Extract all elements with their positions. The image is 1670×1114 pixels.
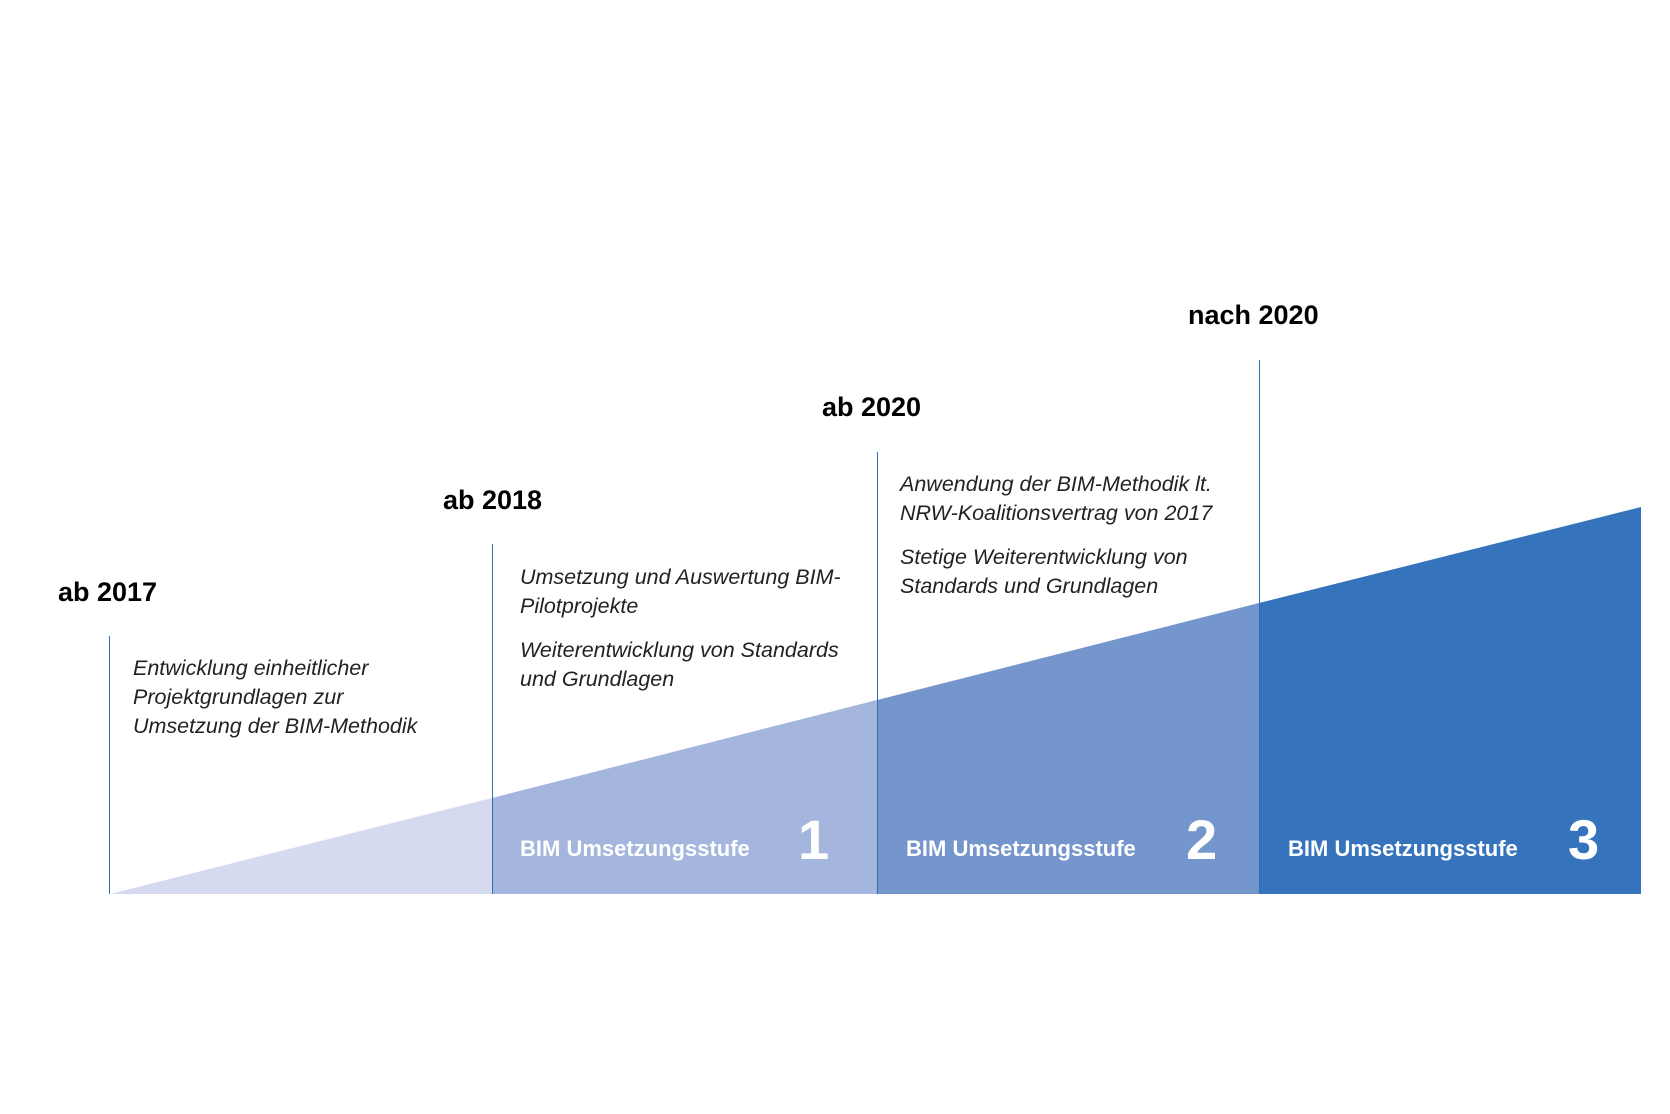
wedge-segment-3 <box>1259 507 1641 894</box>
stage-label-2: BIM Umsetzungsstufe <box>906 836 1136 861</box>
milestone-text: Stetige Weiterentwicklung von Standards … <box>900 545 1188 598</box>
stage-label-3: BIM Umsetzungsstufe <box>1288 836 1518 861</box>
milestone-text: Umsetzung und Auswertung BIM-Pilotprojek… <box>520 565 841 618</box>
milestone-desc-2018: Umsetzung und Auswertung BIM-Pilotprojek… <box>520 563 870 709</box>
milestone-desc-2020: Anwendung der BIM-Methodik lt. NRW-Koali… <box>900 470 1260 616</box>
milestone-text: Anwendung der BIM-Methodik lt. NRW-Koali… <box>900 472 1213 525</box>
milestone-year-2020: ab 2020 <box>822 392 922 422</box>
milestone-line-2017 <box>109 636 110 894</box>
milestone-desc-2017: Entwicklung einheitlicher Projektgrundla… <box>133 654 443 756</box>
stage-number-2: 2 <box>1186 808 1218 871</box>
milestone-year-2018: ab 2018 <box>443 485 543 515</box>
milestone-year-2017: ab 2017 <box>58 577 158 607</box>
stage-label-1: BIM Umsetzungsstufe <box>520 836 750 861</box>
milestone-line-2020 <box>877 452 878 894</box>
milestone-text: Entwicklung einheitlicher Projektgrundla… <box>133 656 418 738</box>
milestone-line-2018 <box>492 544 493 894</box>
milestone-text: Weiterentwicklung von Standards und Grun… <box>520 638 839 691</box>
wedge-segment-0 <box>110 798 492 894</box>
milestone-year-after-2020: nach 2020 <box>1188 300 1319 330</box>
stage-number-1: 1 <box>798 808 830 871</box>
milestone-line-after-2020 <box>1259 360 1260 894</box>
stage-number-3: 3 <box>1568 808 1600 871</box>
wedge-segment-1 <box>492 700 877 894</box>
wedge-segment-2 <box>877 603 1259 894</box>
